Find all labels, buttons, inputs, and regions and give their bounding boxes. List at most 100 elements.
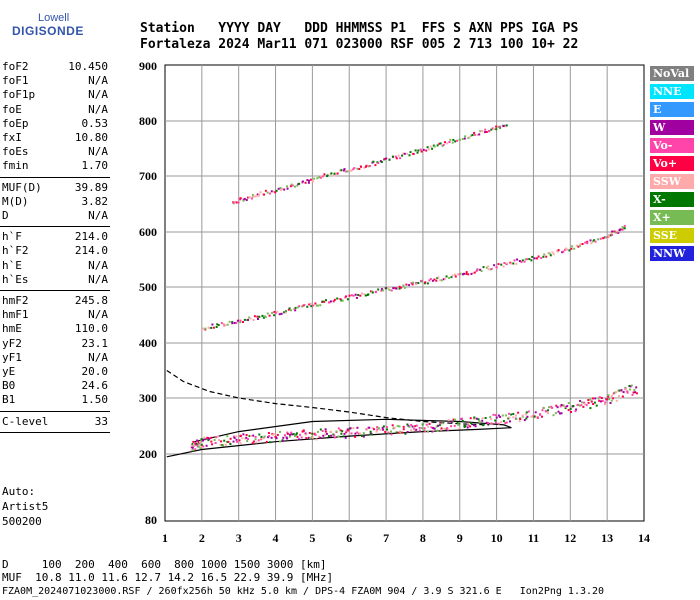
echo-point: [564, 248, 566, 251]
echo-point: [339, 429, 342, 432]
legend-item-sse: SSE: [650, 228, 694, 243]
echo-point: [411, 425, 414, 428]
echo-point: [213, 439, 216, 441]
echo-point: [609, 234, 612, 237]
param-value: 1.50: [81, 393, 109, 407]
echo-point: [247, 196, 249, 199]
echo-point: [374, 164, 377, 167]
echo-point: [441, 422, 444, 425]
echo-point: [324, 433, 327, 436]
echo-point: [347, 429, 350, 432]
echo-point: [531, 255, 534, 258]
echo-point: [361, 434, 364, 437]
param-row: D N/A: [2, 209, 108, 223]
echo-point: [592, 240, 594, 243]
echo-point: [488, 130, 491, 133]
echo-point: [510, 413, 513, 416]
param-value: N/A: [88, 258, 108, 272]
y-tick-label: 900: [139, 59, 157, 73]
echo-point: [219, 444, 222, 446]
param-row: M(D) 3.82: [2, 195, 108, 209]
echo-point: [283, 311, 286, 314]
echo-point: [412, 281, 415, 284]
echo-point: [249, 434, 252, 437]
echo-point: [440, 279, 443, 282]
echo-point: [272, 190, 275, 193]
echo-point: [626, 390, 629, 393]
echo-point: [423, 427, 426, 430]
echo-point: [284, 311, 287, 314]
param-row: foF1 N/A: [2, 74, 108, 88]
echo-point: [222, 323, 225, 325]
param-value: 245.8: [74, 294, 108, 307]
echo-point: [539, 413, 542, 416]
echo-point: [586, 242, 589, 245]
echo-point: [551, 251, 554, 254]
echo-point: [494, 419, 497, 422]
echo-point: [406, 431, 409, 433]
legend-item-x-: X-: [650, 192, 694, 207]
echo-point: [565, 247, 568, 250]
echo-point: [267, 436, 270, 439]
param-name: C-level: [2, 414, 49, 428]
echo-point: [547, 412, 549, 415]
echo-point: [497, 414, 500, 417]
param-row: foF1p N/A: [2, 88, 108, 102]
echo-point: [597, 397, 600, 400]
echo-point: [408, 425, 411, 428]
echo-point: [394, 155, 397, 158]
echo-point: [420, 150, 423, 153]
echo-point: [406, 423, 409, 426]
echo-point: [387, 431, 390, 434]
echo-point: [424, 281, 427, 284]
echo-point: [254, 435, 257, 438]
param-name: h`F2: [2, 244, 29, 258]
echo-point: [233, 201, 235, 204]
echo-point: [608, 398, 610, 401]
echo-point: [380, 161, 383, 163]
echo-point: [414, 149, 417, 152]
echo-point: [436, 429, 439, 432]
echo-point: [305, 437, 308, 440]
echo-point: [335, 430, 338, 433]
echo-point: [210, 440, 213, 443]
echo-point: [381, 426, 384, 429]
echo-point: [395, 287, 398, 290]
echo-point: [211, 323, 214, 326]
echo-point: [294, 306, 297, 309]
echo-point: [610, 399, 613, 402]
echo-point: [239, 442, 242, 445]
echo-point: [257, 195, 260, 197]
echo-point: [340, 432, 343, 435]
echo-point: [547, 409, 549, 412]
echo-point: [302, 429, 305, 432]
echo-point: [236, 440, 239, 443]
echo-point: [485, 266, 488, 269]
echo-point: [270, 436, 273, 439]
echo-point: [384, 430, 387, 433]
echo-point: [239, 321, 242, 324]
echo-point: [298, 305, 301, 308]
echo-point: [344, 436, 347, 439]
echo-point: [307, 436, 310, 439]
echo-point: [239, 197, 242, 200]
echo-point: [392, 287, 395, 290]
echo-point: [415, 428, 418, 431]
param-value: N/A: [88, 145, 108, 159]
param-value: 3.82: [81, 194, 109, 208]
echo-point: [465, 271, 468, 274]
echo-point: [439, 142, 442, 145]
echo-point: [598, 396, 601, 399]
echo-point: [342, 169, 345, 172]
echo-point: [614, 391, 616, 394]
echo-point: [339, 169, 342, 172]
echo-point: [617, 389, 620, 392]
echo-point: [608, 235, 610, 238]
echo-point: [258, 315, 261, 318]
echo-point: [595, 404, 598, 407]
echo-point: [569, 407, 572, 410]
echo-point: [420, 427, 423, 430]
echo-point: [356, 167, 359, 170]
echo-point: [621, 226, 624, 229]
echo-point: [274, 436, 277, 438]
